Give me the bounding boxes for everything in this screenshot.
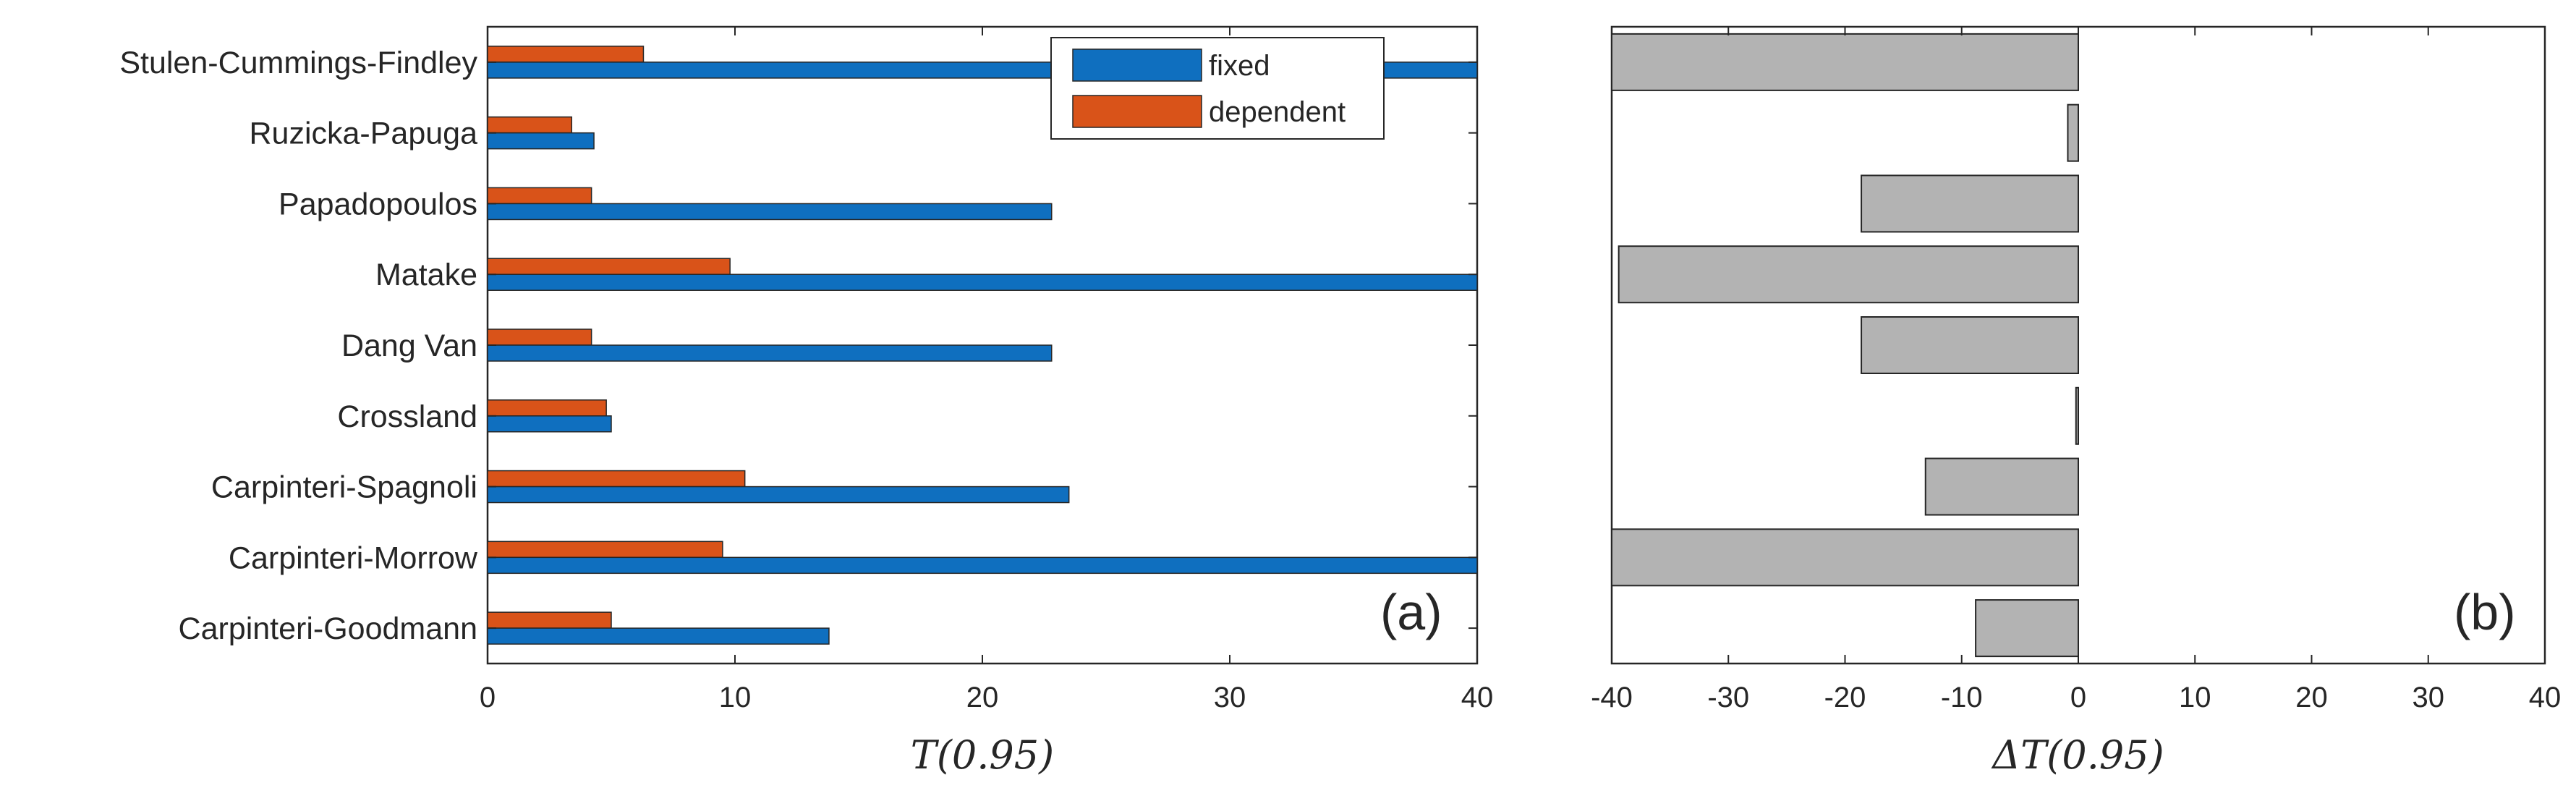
- y-tick-label: Papadopoulos: [279, 187, 477, 221]
- bar-dependent-papadopoulos: [487, 187, 592, 205]
- x-tick-label: 0: [2070, 682, 2086, 713]
- y-tick-label: Crossland: [337, 399, 477, 434]
- panel-b-label: (b): [2454, 584, 2516, 640]
- bar-dependent-carpinteri-morrow: [487, 541, 723, 559]
- bar-delta-carpinteri-spagnoli: [1924, 457, 2079, 516]
- bar-fixed-dang-van: [487, 344, 1053, 362]
- y-tick-label: Carpinteri-Spagnoli: [211, 470, 477, 505]
- panel-a-label: (a): [1380, 584, 1442, 640]
- bar-delta-carpinteri-morrow: [1611, 528, 2079, 587]
- x-tick-label: 40: [1461, 682, 1494, 713]
- x-tick-label: 30: [1214, 682, 1246, 713]
- bar-delta-stulen-cummings-findley: [1611, 33, 2079, 91]
- bar-dependent-dang-van: [487, 329, 592, 346]
- y-tick-label: Carpinteri-Goodmann: [179, 611, 477, 646]
- bar-delta-carpinteri-goodmann: [1975, 599, 2080, 658]
- panel-a-xlabel: T(0.95): [911, 732, 1054, 778]
- bar-fixed-papadopoulos: [487, 203, 1053, 221]
- x-tick-label: 20: [966, 682, 999, 713]
- x-tick-label: 10: [2179, 682, 2211, 713]
- x-tick-label: -20: [1824, 682, 1866, 713]
- bar-fixed-matake: [487, 274, 1478, 291]
- panel-b-xlabel: ΔT(0.95): [1991, 732, 2164, 778]
- y-tick-label: Dang Van: [341, 329, 477, 363]
- bar-fixed-carpinteri-goodmann: [487, 627, 830, 645]
- x-tick-label: 0: [480, 682, 496, 713]
- legend-label-fixed: fixed: [1209, 50, 1270, 82]
- bar-dependent-crossland: [487, 399, 607, 417]
- panel-a-chart: Stulen-Cummings-Findley Ruzicka-Papuga Pap…: [119, 25, 1494, 778]
- legend: fixed dependent: [1050, 37, 1385, 140]
- y-tick-label: Ruzicka-Papuga: [249, 116, 477, 151]
- x-tick-label: 10: [719, 682, 752, 713]
- x-tick-label: -40: [1591, 682, 1633, 713]
- bar-delta-matake: [1618, 245, 2080, 304]
- bar-delta-papadopoulos: [1861, 174, 2079, 233]
- bar-dependent-ruzicka-papuga: [487, 116, 573, 134]
- bar-fixed-carpinteri-spagnoli: [487, 486, 1070, 504]
- bar-delta-ruzicka-papuga: [2067, 103, 2080, 162]
- bar-delta-dang-van: [1861, 316, 2079, 374]
- y-tick-label: Carpinteri-Morrow: [229, 541, 478, 575]
- panel-b-chart: -40 -30 -20 -10 0 10 20 30 40 (b) ΔT(0.95): [1591, 25, 2562, 778]
- bar-dependent-matake: [487, 258, 731, 275]
- bar-dependent-carpinteri-spagnoli: [487, 470, 746, 488]
- legend-label-dependent: dependent: [1209, 96, 1346, 128]
- x-tick-label: 40: [2529, 682, 2562, 713]
- bar-dependent-stulen-cummings-findley: [487, 46, 645, 63]
- y-tick-label: Matake: [375, 258, 477, 292]
- bar-fixed-crossland: [487, 415, 612, 433]
- y-tick-label: Stulen-Cummings-Findley: [119, 46, 477, 80]
- bar-dependent-carpinteri-goodmann: [487, 611, 612, 629]
- legend-swatch-fixed: [1072, 48, 1202, 82]
- x-tick-label: 20: [2295, 682, 2328, 713]
- bar-delta-crossland: [2075, 386, 2079, 445]
- x-tick-label: -30: [1707, 682, 1749, 713]
- bar-fixed-carpinteri-morrow: [487, 556, 1478, 575]
- x-tick-label: 30: [2413, 682, 2445, 713]
- x-tick-label: -10: [1941, 682, 1983, 713]
- bar-fixed-ruzicka-papuga: [487, 132, 595, 150]
- legend-swatch-dependent: [1072, 95, 1202, 128]
